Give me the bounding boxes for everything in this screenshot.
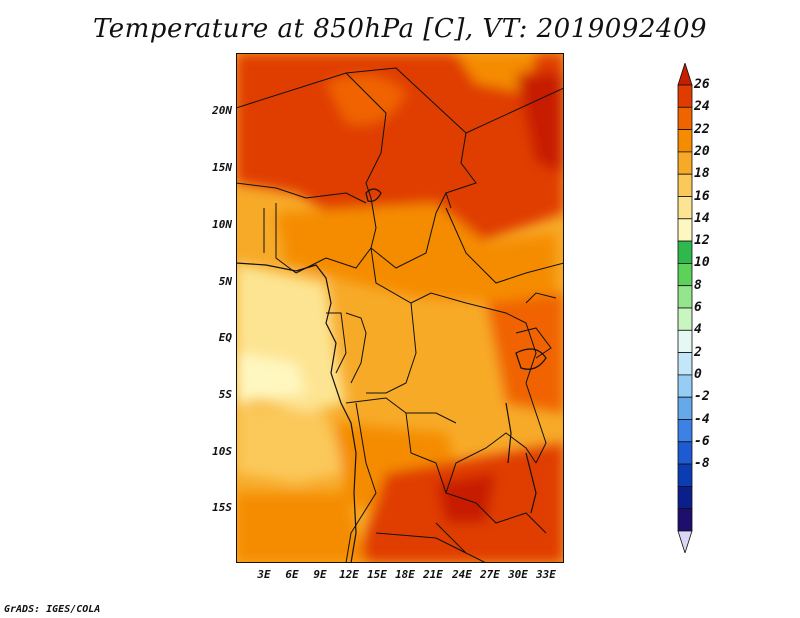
- colorbar-tick-label: 4: [694, 322, 702, 338]
- colorbar-swatch: [677, 129, 693, 153]
- colorbar-tick-label: 24: [694, 99, 710, 115]
- lon-tick-label: 6E: [285, 568, 299, 581]
- colorbar-swatch: [677, 374, 693, 398]
- colorbar-tick-label: 26: [694, 77, 710, 92]
- colorbar-swatch: [677, 329, 693, 353]
- colorbar-tick-label: 16: [694, 188, 710, 204]
- colorbar-swatch: [677, 240, 693, 264]
- colorbar-tick-label: 18: [694, 166, 710, 182]
- lat-tick-label: EQ: [218, 331, 232, 344]
- lon-tick-label: 33E: [536, 568, 556, 581]
- colorbar-tick-label: 8: [694, 277, 702, 293]
- lon-tick-label: 3E: [257, 568, 271, 581]
- colorbar-swatch: [677, 419, 693, 443]
- colorbar-swatch: [677, 196, 693, 220]
- colorbar: [677, 63, 693, 553]
- lon-tick-label: 15E: [367, 568, 387, 581]
- lat-tick-label: 10S: [212, 445, 232, 458]
- colorbar-tick-label: 12: [694, 233, 710, 249]
- colorbar-tick-label: -2: [694, 389, 710, 405]
- colorbar-tick-label: -8: [694, 456, 710, 472]
- lon-tick-label: 12E: [339, 568, 359, 581]
- lon-tick-label: 27E: [480, 568, 500, 581]
- colorbar-tick-label: -6: [694, 433, 710, 449]
- colorbar-swatch: [677, 173, 693, 197]
- colorbar-tick-label: 2: [694, 344, 702, 360]
- colorbar-tick-label: 20: [694, 143, 710, 159]
- lat-tick-label: 15N: [212, 161, 232, 174]
- colorbar-swatch: [677, 307, 693, 331]
- lon-tick-label: 18E: [395, 568, 415, 581]
- colorbar-swatch: [677, 218, 693, 242]
- colorbar-tick-label: -4: [694, 411, 710, 427]
- colorbar-swatch: [677, 285, 693, 309]
- lon-tick-label: 30E: [508, 568, 528, 581]
- lat-tick-label: 5S: [218, 388, 232, 401]
- colorbar-swatch: [677, 84, 693, 108]
- colorbar-top-arrow: [677, 63, 693, 86]
- chart-title: Temperature at 850hPa [C], VT: 201909240…: [92, 14, 708, 44]
- colorbar-tick-label: 14: [694, 210, 710, 226]
- colorbar-tick-label: 22: [694, 121, 710, 137]
- colorbar-swatch: [677, 151, 693, 175]
- lat-tick-label: 10N: [212, 218, 232, 231]
- lon-tick-label: 24E: [452, 568, 472, 581]
- grads-credit: GrADS: IGES/COLA: [4, 604, 101, 615]
- colorbar-bottom-arrow: [677, 530, 693, 553]
- colorbar-swatch: [677, 396, 693, 420]
- temperature-map: [236, 53, 564, 563]
- colorbar-swatch: [677, 463, 693, 487]
- colorbar-tick-label: 10: [694, 255, 710, 271]
- colorbar-swatch: [677, 485, 693, 510]
- colorbar-swatch: [677, 352, 693, 376]
- colorbar-swatch: [677, 508, 693, 532]
- colorbar-tick-label: 0: [694, 366, 702, 382]
- lon-tick-label: 21E: [423, 568, 443, 581]
- colorbar-swatch: [677, 106, 693, 130]
- lat-tick-label: 20N: [212, 104, 232, 117]
- colorbar-swatch: [677, 262, 693, 287]
- colorbar-tick-label: 6: [694, 300, 702, 315]
- lon-tick-label: 9E: [313, 568, 327, 581]
- colorbar-swatch: [677, 441, 693, 465]
- lat-tick-label: 5N: [218, 275, 232, 288]
- lat-tick-label: 15S: [212, 501, 232, 514]
